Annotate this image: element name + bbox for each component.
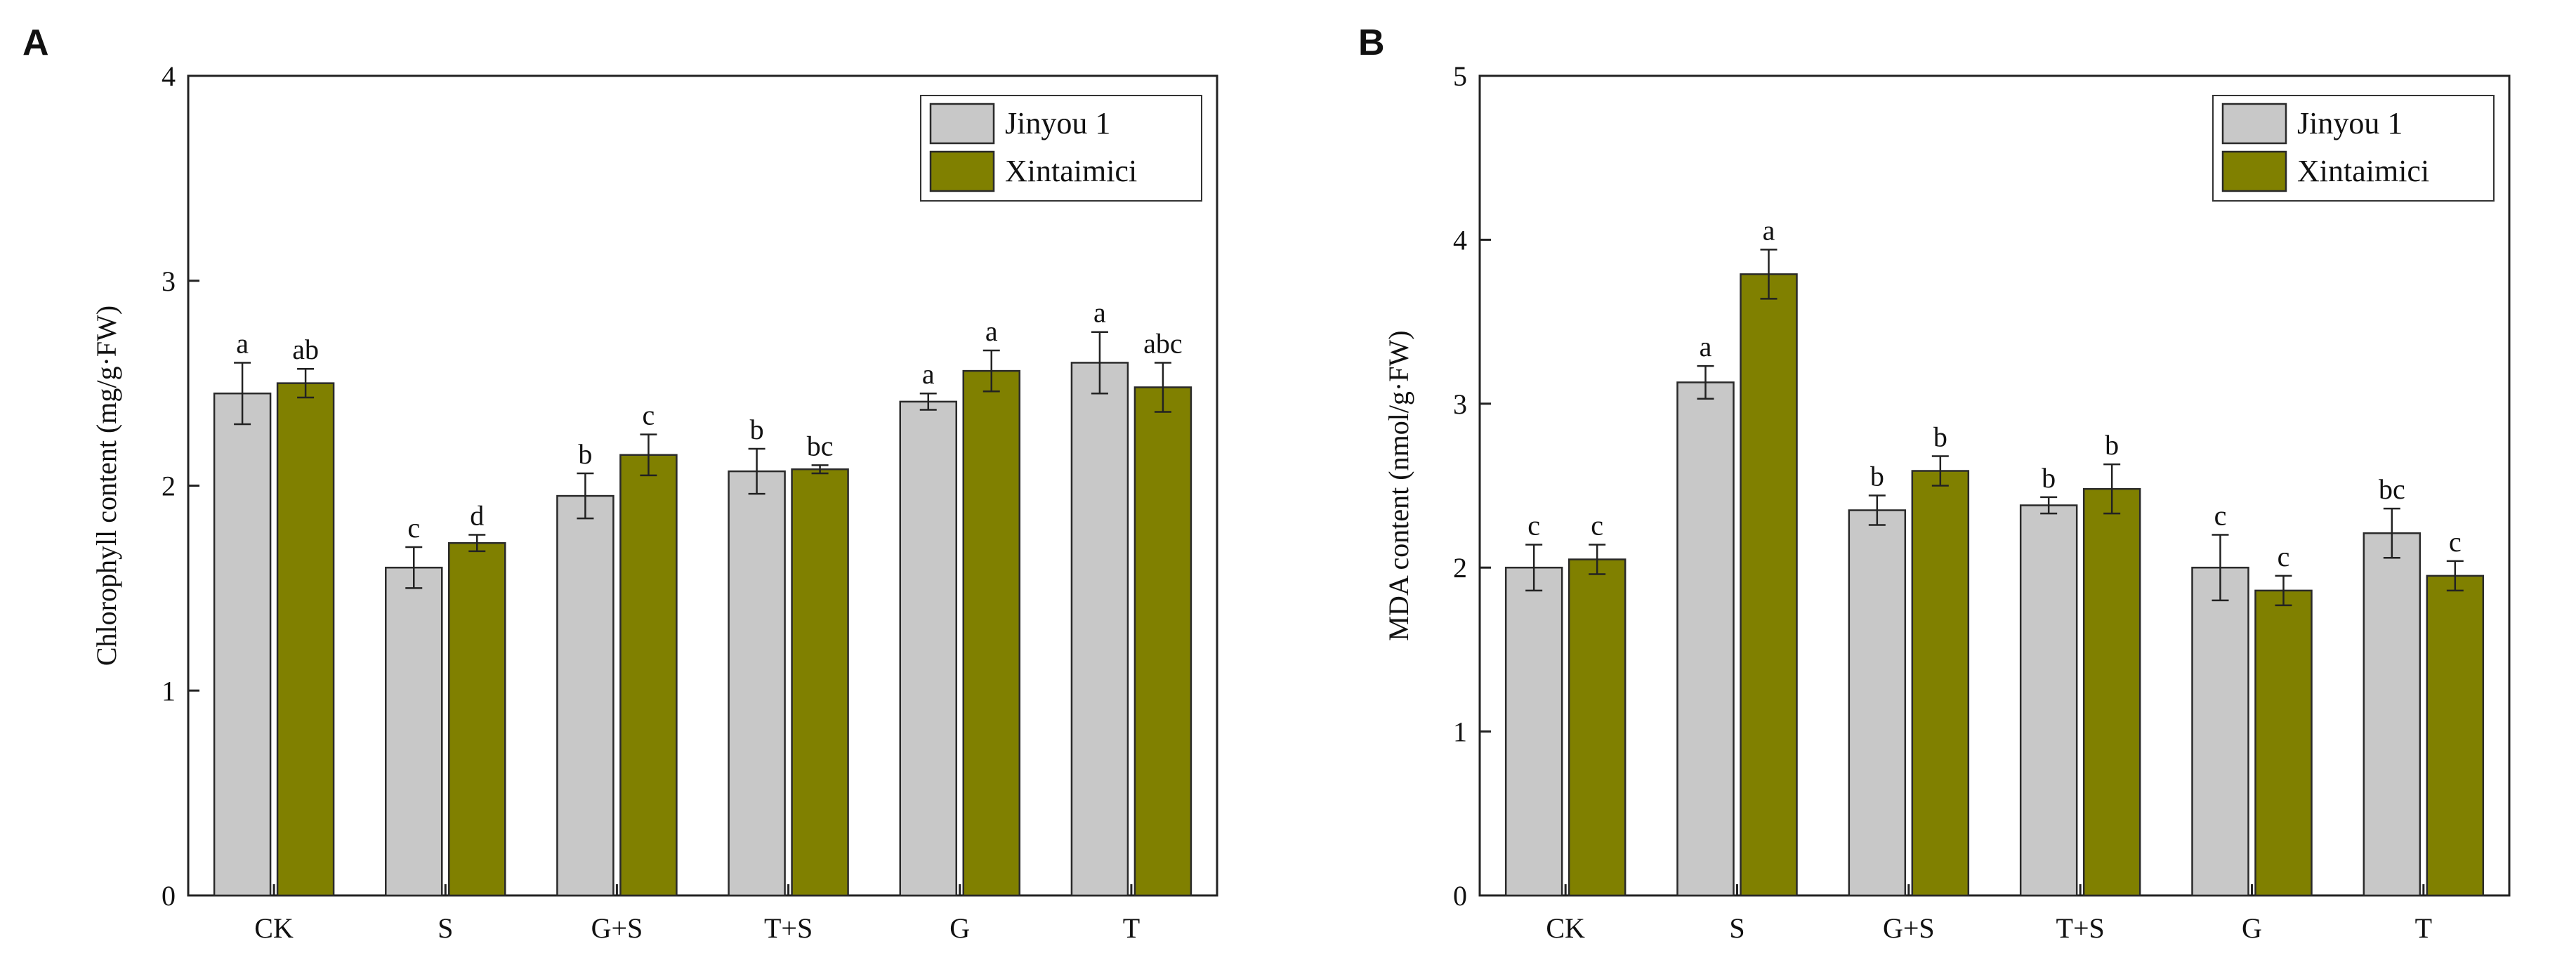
significance-label: d — [470, 500, 484, 532]
y-tick-label: 5 — [1453, 60, 1467, 92]
x-tick-label: T — [1123, 912, 1140, 944]
significance-label: c — [2214, 500, 2227, 532]
y-tick-label: 2 — [1453, 552, 1467, 584]
legend-label: Jinyou 1 — [2297, 106, 2403, 140]
bar-xintaimici — [2426, 574, 2485, 897]
significance-label: a — [922, 358, 935, 390]
x-tick-label: G — [949, 912, 970, 944]
legend-label: Jinyou 1 — [1005, 106, 1110, 140]
legend: Jinyou 1 Xintaimici — [920, 95, 1202, 202]
significance-label: ab — [292, 334, 319, 365]
bar-jinyou-1 — [556, 494, 615, 897]
bar-xintaimici — [1911, 470, 1970, 897]
y-tick-label: 3 — [1453, 388, 1467, 420]
x-tick-label: S — [1729, 912, 1744, 944]
legend-swatch — [2221, 103, 2287, 145]
bar-jinyou-1 — [2191, 566, 2249, 897]
significance-label: a — [985, 315, 998, 347]
y-tick-label: 4 — [162, 60, 176, 92]
y-axis-label: Chlorophyll content (mg/g·FW) — [91, 306, 122, 666]
legend-swatch — [2221, 150, 2287, 192]
significance-label: b — [578, 438, 592, 470]
legend-swatch — [929, 103, 995, 145]
significance-label: a — [1093, 297, 1106, 329]
y-tick-label: 0 — [162, 880, 176, 912]
bar-xintaimici — [1740, 273, 1798, 897]
legend-label: Xintaimici — [2297, 154, 2429, 188]
bar-jinyou-1 — [1848, 509, 1907, 897]
x-tick-label: S — [438, 912, 453, 944]
significance-label: bc — [807, 430, 834, 461]
y-tick-label: 2 — [162, 471, 176, 502]
bar-jinyou-1 — [728, 470, 786, 897]
bar-xintaimici — [2254, 589, 2313, 897]
bar-xintaimici — [962, 369, 1020, 897]
significance-label: a — [236, 327, 249, 359]
significance-label: b — [2105, 429, 2119, 461]
legend-label: Xintaimici — [1005, 154, 1137, 188]
x-tick-label: G+S — [1883, 912, 1935, 944]
significance-label: a — [1763, 214, 1775, 246]
significance-label: c — [407, 512, 420, 544]
bar-xintaimici — [619, 454, 678, 897]
bar-jinyou-1 — [1676, 381, 1735, 897]
bar-jinyou-1 — [385, 566, 443, 897]
y-tick-label: 3 — [162, 265, 176, 297]
y-tick-label: 0 — [1453, 880, 1467, 912]
chart-panel-b: B 0 1 2 3 4 5 MDA content (nmol/g·FW) CK c c Sa a G+S… — [1358, 22, 2511, 944]
x-tick-label: T+S — [2056, 912, 2105, 944]
bar-jinyou-1 — [1070, 362, 1129, 897]
bar-xintaimici — [2082, 487, 2141, 897]
significance-label: b — [750, 414, 764, 445]
x-tick-label: CK — [1546, 912, 1585, 944]
x-tick-label: T — [2415, 912, 2432, 944]
bar-xintaimici — [448, 541, 506, 897]
bar-xintaimici — [1568, 558, 1627, 897]
bar-jinyou-1 — [213, 392, 272, 897]
significance-label: b — [2042, 462, 2056, 494]
bar-jinyou-1 — [1504, 566, 1563, 897]
bar-jinyou-1 — [2363, 532, 2421, 897]
significance-label: c — [1527, 510, 1540, 541]
significance-label: a — [1700, 331, 1712, 362]
significance-label: b — [1933, 421, 1947, 452]
significance-label: c — [643, 400, 655, 431]
y-tick-label: 4 — [1453, 224, 1467, 256]
y-tick-label: 1 — [162, 675, 176, 707]
y-axis-label: MDA content (nmol/g·FW) — [1383, 330, 1414, 641]
panel-letter: B — [1358, 22, 1385, 63]
x-tick-label: G+S — [591, 912, 643, 944]
panel-letter: A — [22, 22, 49, 63]
significance-label: abc — [1143, 327, 1183, 359]
significance-label: c — [1591, 510, 1603, 541]
x-tick-label: T+S — [764, 912, 813, 944]
plot-frame — [1478, 74, 2511, 897]
bar-xintaimici — [1133, 386, 1192, 897]
legend: Jinyou 1 Xintaimici — [2212, 95, 2495, 202]
bar-jinyou-1 — [2019, 504, 2078, 897]
bar-jinyou-1 — [899, 400, 957, 897]
y-tick-label: 1 — [1453, 716, 1467, 748]
x-tick-label: CK — [254, 912, 294, 944]
bar-xintaimici — [791, 468, 849, 897]
significance-label: c — [2449, 526, 2462, 558]
significance-label: bc — [2379, 473, 2405, 505]
bar-xintaimici — [276, 382, 335, 897]
significance-label: b — [1870, 461, 1884, 492]
significance-label: c — [2278, 541, 2290, 572]
legend-swatch — [929, 150, 995, 192]
x-tick-label: G — [2242, 912, 2262, 944]
